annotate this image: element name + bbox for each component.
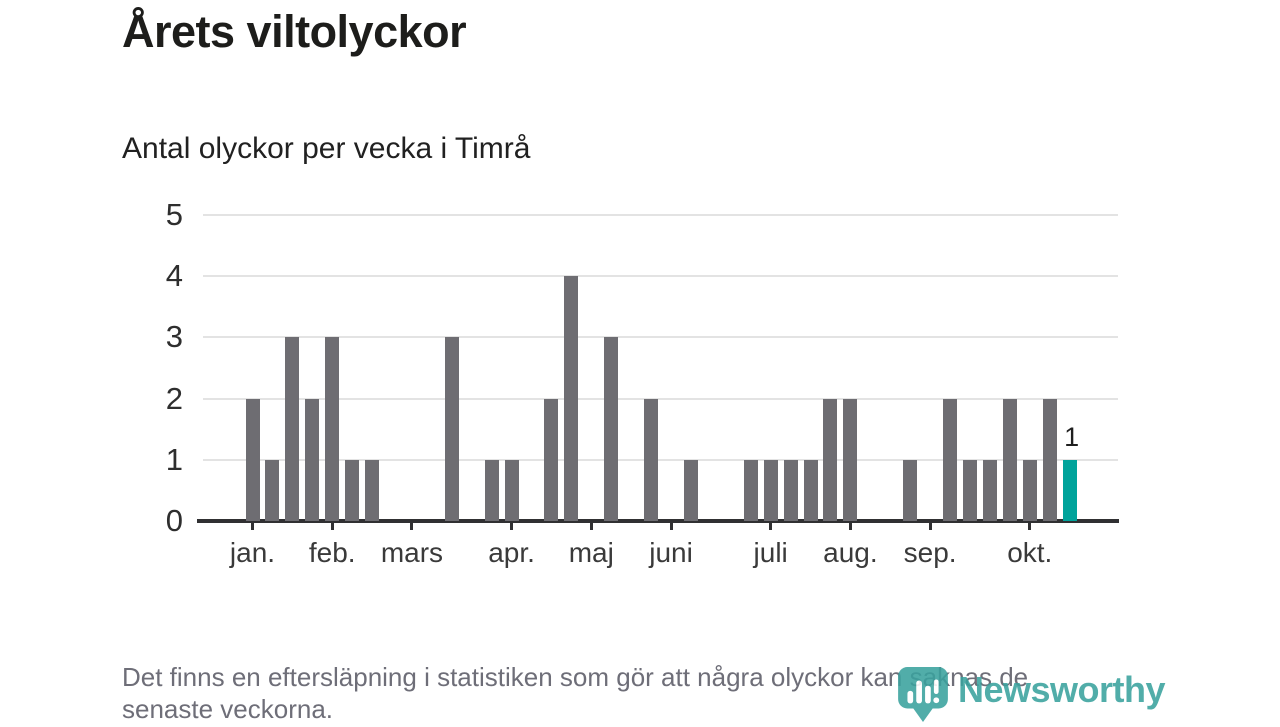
bar-week-5 [325,337,340,521]
bar-week-41 [1042,398,1057,521]
bar-week-17 [564,276,579,521]
footer-note-line-2: senaste veckorna. [122,694,334,724]
y-axis-label-0: 0 [165,503,183,538]
x-tick-sep [928,521,932,530]
x-tick-aug [848,521,852,530]
bar-week-30 [823,398,838,521]
bar-week-2 [265,459,280,521]
footer-note: Det finns en eftersläpning i statistiken… [122,661,1182,725]
bar-week-37 [962,459,977,521]
x-tick-mars [410,521,414,530]
gridline-y-1 [203,458,1118,461]
x-axis-label-sep: sep. [903,537,957,568]
x-tick-juni [669,521,673,530]
bar-week-3 [285,337,300,521]
bar-week-36 [943,398,958,521]
x-axis-label-apr: apr. [488,537,535,568]
bar-week-1 [245,398,260,521]
y-axis-label-3: 3 [165,319,183,355]
x-tick-jan [251,521,254,530]
gridline-y-2 [203,397,1118,400]
bar-week-13 [484,459,499,521]
x-axis-label-maj: maj [568,537,614,568]
bar-week-31 [843,398,858,521]
bar-week-19 [604,337,619,521]
x-tick-feb [330,521,334,530]
page-title: Årets viltolyckor [122,6,467,57]
y-axis-label-2: 2 [165,380,183,416]
bar-week-14 [504,459,519,521]
bar-week-23 [683,459,698,521]
x-axis-label-mars: mars [380,537,444,568]
bar-week-40 [1022,459,1037,521]
highlight-value-label: 1 [1064,421,1080,452]
x-axis-label-okt: okt. [1007,537,1053,568]
x-tick-apr [510,521,514,530]
bar-week-11 [444,337,459,521]
bar-week-27 [763,459,778,521]
x-axis-label-aug: aug. [823,537,878,568]
x-axis-label-feb: feb. [308,537,356,568]
gridline-y-3 [203,336,1118,339]
bar-week-42 [1062,459,1077,521]
bar-week-4 [305,398,320,521]
bar-week-6 [345,459,360,521]
bar-week-26 [743,459,758,521]
chart-subtitle: Antal olyckor per vecka i Timrå [122,132,531,165]
footer-note-line-1: Det finns en eftersläpning i statistiken… [122,662,1029,692]
bar-week-29 [803,459,818,521]
gridline-y-4 [203,275,1118,278]
x-tick-maj [589,521,593,530]
bar-week-38 [982,459,997,521]
newsworthy-pin-icon [897,666,949,727]
y-axis-label-5: 5 [165,197,183,232]
bar-week-16 [544,398,559,521]
newsworthy-logo: Newsworthy [897,666,1166,727]
plot-area: 0 1 2 3 4 5 1 jan. feb. mars apr. maj juni juli aug. se… [166,197,1119,568]
bar-week-7 [365,459,380,521]
bar-week-39 [1002,398,1017,521]
y-axis-label-1: 1 [165,441,183,477]
bar-week-34 [903,459,918,521]
bar-week-28 [783,459,798,521]
x-tick-okt [1028,521,1032,530]
y-axis-label-4: 4 [165,258,183,294]
x-axis-line [197,519,1119,523]
x-tick-juli [769,521,773,530]
gridline-y-5 [203,214,1118,216]
newsworthy-logo-text: Newsworthy [958,669,1166,710]
x-axis-label-jan: jan. [229,537,276,568]
x-axis-label-juli: juli [753,537,788,568]
bar-week-21 [644,398,659,521]
x-axis-label-juni: juni [649,537,693,568]
